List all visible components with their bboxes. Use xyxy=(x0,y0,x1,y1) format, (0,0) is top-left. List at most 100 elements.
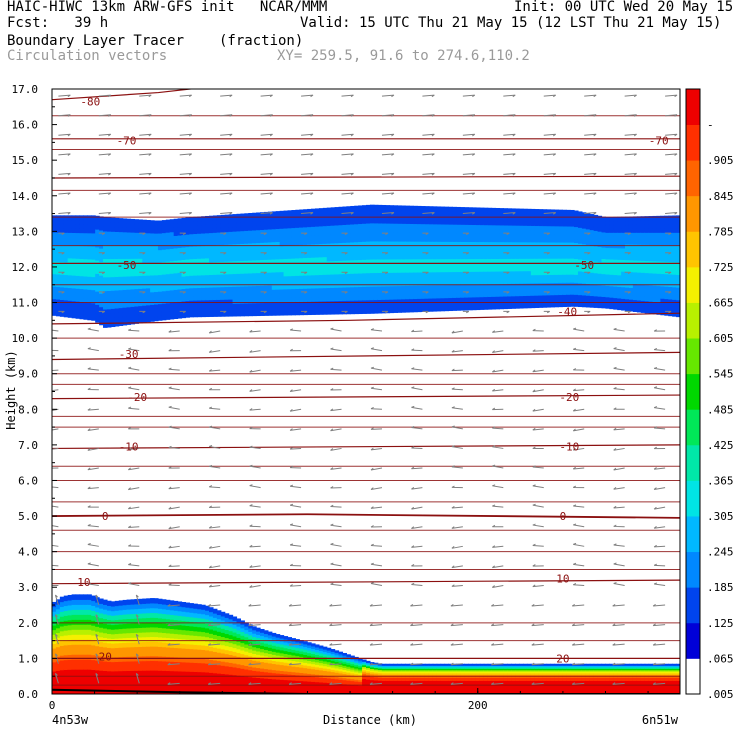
upper-layer-cell xyxy=(342,237,347,243)
lower-layer-cell xyxy=(157,679,163,686)
upper-layer-cell xyxy=(201,287,206,293)
upper-layer-cell xyxy=(205,312,210,318)
lower-layer-cell xyxy=(475,663,481,666)
upper-layer-cell xyxy=(354,264,359,270)
upper-layer-cell xyxy=(369,218,375,224)
upper-layer-cell xyxy=(212,253,218,259)
lower-layer-cell xyxy=(334,665,340,669)
upper-layer-cell xyxy=(181,292,187,298)
lower-layer-cell xyxy=(483,689,489,692)
lower-layer-cell xyxy=(263,643,269,647)
upper-layer-cell xyxy=(55,290,61,296)
upper-layer-cell xyxy=(468,284,473,289)
upper-layer-cell xyxy=(232,218,238,224)
lower-layer-cell xyxy=(79,654,84,660)
lower-layer-cell xyxy=(381,684,387,688)
upper-layer-cell xyxy=(283,219,289,225)
lower-layer-cell xyxy=(385,683,391,686)
upper-layer-cell xyxy=(401,232,406,238)
lower-layer-cell xyxy=(75,604,81,610)
upper-layer-cell xyxy=(256,246,261,252)
upper-layer-cell xyxy=(279,284,285,290)
upper-layer-cell xyxy=(55,223,61,229)
lower-layer-cell xyxy=(393,674,398,677)
upper-layer-cell xyxy=(393,307,398,313)
upper-layer-cell xyxy=(299,253,304,259)
upper-layer-cell xyxy=(67,257,73,263)
lower-layer-cell xyxy=(436,669,442,672)
upper-layer-cell xyxy=(346,273,351,279)
upper-layer-cell xyxy=(491,279,497,285)
upper-layer-cell xyxy=(87,310,92,316)
upper-layer-cell xyxy=(130,284,136,290)
upper-layer-cell xyxy=(216,278,222,284)
upper-layer-cell xyxy=(161,269,167,275)
lower-layer-cell xyxy=(232,631,238,637)
lower-layer-cell xyxy=(91,605,96,611)
upper-layer-cell xyxy=(307,252,312,258)
lower-layer-cell xyxy=(444,683,450,686)
lower-layer-cell xyxy=(146,646,151,652)
lower-layer-cell xyxy=(142,622,147,628)
lower-layer-cell xyxy=(377,684,383,687)
upper-layer-cell xyxy=(314,217,320,223)
upper-layer-cell xyxy=(322,265,328,271)
upper-layer-cell xyxy=(106,217,112,223)
upper-layer-cell xyxy=(197,224,202,230)
upper-layer-cell xyxy=(417,210,422,216)
lower-layer-cell xyxy=(471,680,477,683)
lower-layer-cell xyxy=(291,688,296,692)
upper-layer-cell xyxy=(366,304,371,310)
lower-layer-cell xyxy=(291,663,296,667)
lower-layer-cell xyxy=(63,625,69,631)
upper-layer-cell xyxy=(377,258,383,264)
upper-layer-cell xyxy=(424,219,430,225)
upper-layer-cell xyxy=(189,229,194,235)
upper-layer-cell xyxy=(169,285,175,291)
upper-layer-cell xyxy=(154,233,159,238)
lower-layer-cell xyxy=(130,651,136,657)
upper-layer-cell xyxy=(413,210,418,216)
upper-layer-cell xyxy=(209,303,214,309)
upper-layer-cell xyxy=(373,222,379,228)
lower-layer-cell xyxy=(483,669,489,672)
lower-layer-cell xyxy=(377,687,383,691)
upper-layer-cell xyxy=(424,284,430,290)
lower-layer-cell xyxy=(456,665,461,668)
upper-layer-cell xyxy=(103,308,108,315)
upper-layer-cell xyxy=(130,301,136,307)
upper-layer-cell xyxy=(75,266,81,272)
lower-layer-cell xyxy=(177,670,183,677)
upper-layer-cell xyxy=(362,272,367,278)
lower-layer-cell xyxy=(267,634,273,639)
upper-layer-cell xyxy=(307,222,312,228)
lower-layer-cell xyxy=(83,659,88,665)
lower-layer-cell xyxy=(142,617,147,624)
upper-layer-cell xyxy=(424,302,430,308)
upper-layer-cell xyxy=(366,290,371,296)
lower-layer-cell xyxy=(252,660,257,665)
upper-layer-cell xyxy=(263,211,269,217)
upper-layer-cell xyxy=(338,242,344,248)
upper-layer-cell xyxy=(385,227,391,233)
upper-layer-cell xyxy=(189,258,194,264)
upper-layer-cell xyxy=(393,205,398,211)
upper-layer-cell xyxy=(279,297,285,303)
lower-layer-cell xyxy=(393,680,398,683)
upper-layer-cell xyxy=(456,241,461,247)
upper-layer-cell xyxy=(177,288,183,294)
lower-layer-cell xyxy=(452,674,457,677)
lower-layer-cell xyxy=(318,647,324,651)
lower-layer-cell xyxy=(75,639,81,645)
upper-layer-cell xyxy=(342,291,347,297)
lower-layer-cell xyxy=(99,670,104,676)
lower-layer-cell xyxy=(181,643,187,649)
lower-layer-cell xyxy=(130,646,136,652)
upper-layer-cell xyxy=(444,288,450,294)
lower-layer-cell xyxy=(303,659,308,663)
upper-layer-cell xyxy=(432,236,438,242)
lower-layer-cell xyxy=(209,633,214,639)
upper-layer-cell xyxy=(295,297,300,303)
upper-layer-cell xyxy=(236,235,241,240)
lower-layer-cell xyxy=(405,671,410,674)
